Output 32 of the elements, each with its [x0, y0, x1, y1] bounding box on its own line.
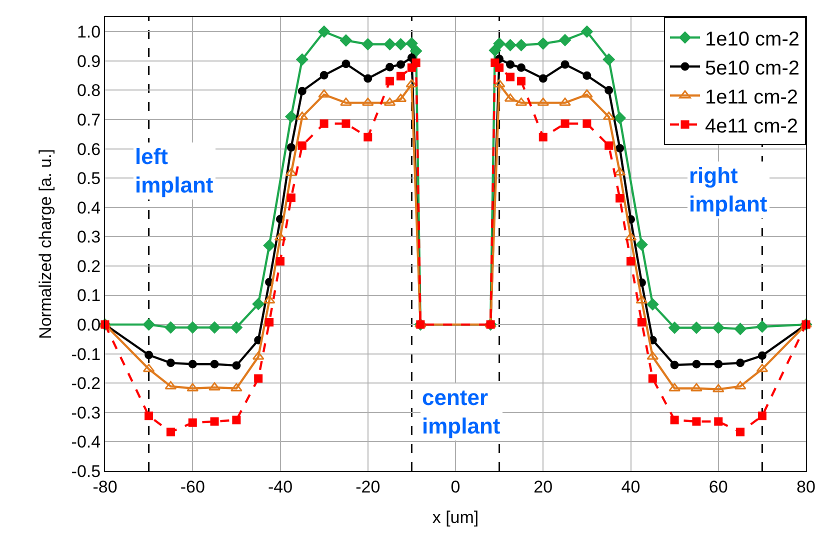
- x-tick-label: 80: [796, 477, 816, 496]
- y-tick-label: 0.9: [76, 52, 101, 71]
- y-axis-title: Normalized charge [a. u.]: [36, 149, 55, 339]
- y-tick-label: 0.4: [76, 198, 101, 218]
- legend-label: 1e10 cm-2: [705, 28, 800, 50]
- legend-label: 1e11 cm-2: [705, 86, 798, 108]
- y-tick-label: 0.0: [76, 316, 101, 334]
- annotation: center implant: [422, 385, 501, 439]
- legend-label: 5e10 cm-2: [705, 57, 800, 80]
- x-tick-label: 40: [621, 477, 640, 496]
- x-tick-label: -20: [356, 477, 380, 496]
- x-tick-label: -40: [268, 477, 293, 496]
- y-tick-label: 0.2: [76, 256, 101, 276]
- y-tick-label: 0.7: [76, 110, 101, 130]
- annotation: right implant: [689, 163, 768, 217]
- y-tick-label: -0.2: [71, 374, 101, 394]
- x-tick-label: 20: [534, 477, 553, 496]
- y-tick-label: 0.8: [76, 81, 101, 100]
- y-tick-label: 0.5: [76, 169, 101, 188]
- x-axis-title: x [um]: [432, 508, 479, 527]
- annotation: left implant: [135, 144, 214, 198]
- x-tick-label: 0: [450, 477, 460, 496]
- legend-label: 4e11 cm-2: [705, 115, 798, 138]
- y-tick-label: 0.6: [76, 140, 101, 159]
- y-tick-label: 0.3: [76, 228, 101, 247]
- y-tick-label: -0.1: [71, 344, 101, 364]
- y-tick-label: -0.4: [71, 432, 101, 452]
- y-tick-label: -0.3: [71, 403, 101, 422]
- y-tick-label: 0.1: [76, 286, 101, 306]
- x-tick-label: -60: [180, 477, 205, 496]
- y-tick-label: 1.0: [76, 22, 101, 42]
- x-tick-label: 60: [708, 477, 728, 496]
